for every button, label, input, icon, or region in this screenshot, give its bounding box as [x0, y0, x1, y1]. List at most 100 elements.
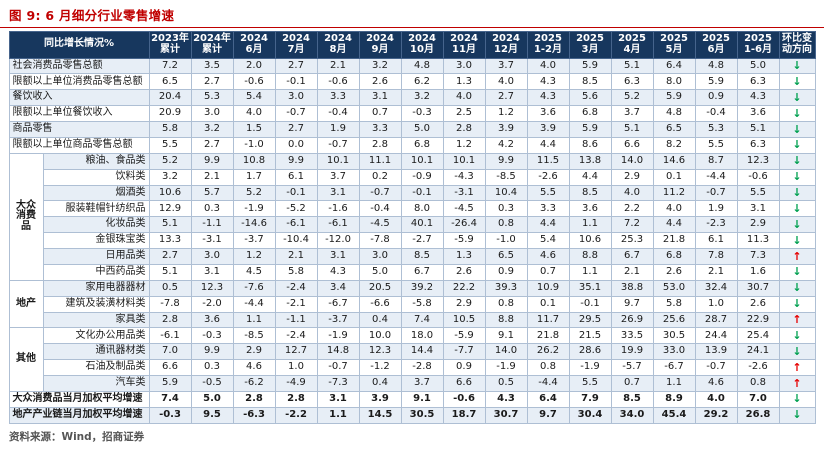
value-cell: 25.6 — [652, 311, 696, 329]
column-year-label: 2025 — [534, 33, 562, 44]
period-column-header: 2025 5月 — [652, 31, 696, 59]
value-cell: 10.6 — [148, 184, 192, 202]
value-cell: -3.7 — [232, 232, 276, 250]
figure-title: 图 9: 6 月细分行业零售增速 — [0, 0, 824, 28]
value-cell: 0.3 — [190, 200, 234, 218]
trend-down-arrow-icon: ↓ — [778, 73, 816, 91]
column-month-label: 3月 — [581, 43, 599, 55]
row-label: 日用品类 — [42, 248, 150, 265]
column-year-label: 2025 — [702, 33, 730, 44]
value-cell: 2.9 — [232, 343, 276, 361]
value-cell: 9.9 — [190, 152, 234, 170]
value-cell: 9.7 — [526, 406, 570, 424]
trend-down-arrow-icon: ↓ — [778, 121, 816, 138]
row-label: 商品零售 — [8, 121, 150, 138]
value-cell: 12.3 — [358, 343, 402, 361]
value-cell: 11.5 — [526, 152, 570, 170]
value-cell: -0.6 — [232, 73, 276, 91]
value-cell: 5.1 — [148, 263, 192, 281]
value-cell: 3.2 — [400, 89, 444, 107]
value-cell: 1.7 — [232, 168, 276, 186]
value-cell: 1.2 — [442, 136, 486, 154]
value-cell: 2.9 — [610, 168, 654, 186]
value-cell: 7.0 — [736, 390, 780, 408]
value-cell: -0.7 — [274, 105, 318, 123]
value-cell: 25.3 — [610, 232, 654, 250]
value-cell: 14.5 — [358, 406, 402, 424]
table-row: 限额以上单位餐饮收入 20.9 3.0 4.0 -0.7 -0.4 0.7 -0.3 2.5 1.… — [8, 105, 816, 123]
value-cell: 13.3 — [148, 232, 192, 250]
value-cell: 5.1 — [610, 121, 654, 138]
value-cell: -12.0 — [316, 232, 360, 250]
value-cell: 1.1 — [316, 406, 360, 424]
value-cell: -3.1 — [442, 184, 486, 202]
value-cell: 2.7 — [484, 89, 528, 107]
column-month-label: 4月 — [623, 43, 641, 55]
value-cell: 7.2 — [610, 216, 654, 234]
value-cell: 39.2 — [400, 279, 444, 297]
value-cell: 2.5 — [442, 105, 486, 123]
value-cell: 0.9 — [442, 359, 486, 377]
value-cell: 2.7 — [274, 57, 318, 75]
value-cell: 6.1 — [274, 168, 318, 186]
value-cell: 6.3 — [736, 136, 780, 154]
value-cell: 2.1 — [274, 248, 318, 265]
value-cell: 1.3 — [442, 73, 486, 91]
row-label: 服装鞋帽针纺织品 — [42, 200, 150, 218]
value-cell: 4.0 — [442, 89, 486, 107]
table-header: 同比增长情况% 2023年 累计 2024年 累计 2024 6月 2024 7月 2024 8月 2… — [8, 31, 816, 59]
value-cell: 5.2 — [610, 89, 654, 107]
value-cell: 1.3 — [442, 248, 486, 265]
value-cell: 1.6 — [736, 263, 780, 281]
value-cell: 4.6 — [232, 359, 276, 377]
value-cell: 4.0 — [232, 105, 276, 123]
trend-down-arrow-icon: ↓ — [778, 390, 816, 408]
value-cell: 5.8 — [274, 263, 318, 281]
value-cell: 22.2 — [442, 279, 486, 297]
value-cell: -0.1 — [274, 73, 318, 91]
value-cell: 20.9 — [148, 105, 192, 123]
value-cell: -1.1 — [274, 311, 318, 329]
table-row: 服装鞋帽针纺织品 12.9 0.3 -1.9 -5.2 -1.6 -0.4 8.0 -4.5 0.… — [9, 200, 816, 218]
row-label: 汽车类 — [42, 375, 150, 392]
value-cell: 5.3 — [694, 121, 738, 138]
value-cell: 3.0 — [358, 248, 402, 265]
value-cell: 1.0 — [694, 295, 738, 313]
value-cell: 14.0 — [610, 152, 654, 170]
value-cell: 0.7 — [610, 375, 654, 392]
value-cell: 0.3 — [484, 200, 528, 218]
table-body: 社会消费品零售总额 7.2 3.5 2.0 2.7 2.1 3.2 4.8 3.0 3.7 4.0 5… — [8, 57, 816, 424]
value-cell: 1.0 — [274, 359, 318, 377]
value-cell: 2.8 — [442, 121, 486, 138]
value-cell: 8.5 — [610, 390, 654, 408]
trend-down-arrow-icon: ↓ — [778, 327, 816, 345]
value-cell: 26.8 — [736, 406, 780, 424]
value-cell: -5.7 — [610, 359, 654, 377]
value-cell: 0.3 — [190, 359, 234, 377]
value-cell: 3.0 — [190, 105, 234, 123]
period-column-header: 2025 6月 — [694, 31, 738, 59]
value-cell: 32.4 — [694, 279, 738, 297]
value-cell: 2.6 — [358, 73, 402, 91]
value-cell: -5.9 — [442, 232, 486, 250]
value-cell: -1.9 — [232, 200, 276, 218]
value-cell: 2.9 — [442, 295, 486, 313]
value-cell: 5.9 — [652, 89, 696, 107]
value-cell: 6.6 — [148, 359, 192, 377]
value-cell: 2.6 — [736, 295, 780, 313]
trend-down-arrow-icon: ↓ — [778, 152, 816, 170]
value-cell: 12.3 — [736, 152, 780, 170]
trend-down-arrow-icon: ↓ — [778, 216, 816, 234]
value-cell: 3.3 — [316, 89, 360, 107]
value-cell: 2.1 — [190, 168, 234, 186]
value-cell: 1.5 — [232, 121, 276, 138]
value-cell: 6.1 — [694, 232, 738, 250]
value-cell: 9.9 — [190, 343, 234, 361]
value-cell: -6.1 — [316, 216, 360, 234]
value-cell: 6.8 — [568, 105, 612, 123]
value-cell: 5.2 — [148, 152, 192, 170]
table-row: 化妆品类 5.1 -1.1 -14.6 -6.1 -6.1 -4.5 40.1 -26.4 0.8… — [9, 216, 816, 234]
column-month-label: 6月 — [245, 43, 263, 55]
value-cell: -4.4 — [526, 375, 570, 392]
value-cell: 4.5 — [232, 263, 276, 281]
